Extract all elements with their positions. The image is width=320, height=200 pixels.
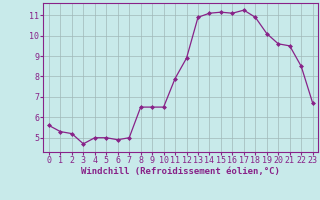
X-axis label: Windchill (Refroidissement éolien,°C): Windchill (Refroidissement éolien,°C) (81, 167, 280, 176)
